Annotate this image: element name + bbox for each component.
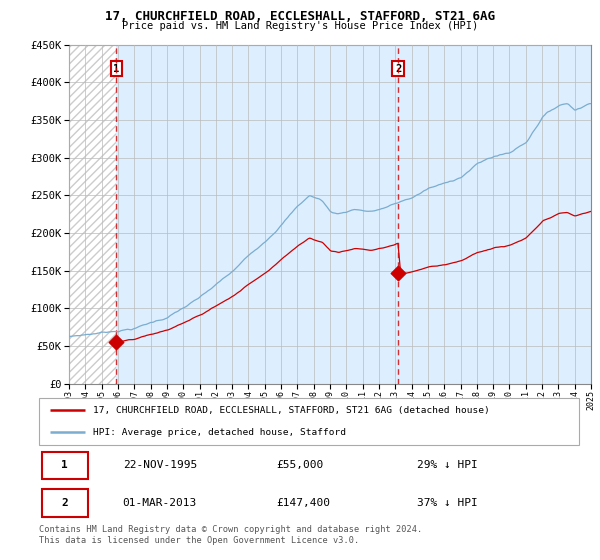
Text: £55,000: £55,000 bbox=[277, 460, 324, 470]
Point bbox=[393, 268, 403, 277]
Text: 2: 2 bbox=[61, 498, 68, 508]
Text: £147,400: £147,400 bbox=[277, 498, 331, 508]
Point bbox=[112, 338, 121, 347]
FancyBboxPatch shape bbox=[42, 489, 88, 517]
Text: 17, CHURCHFIELD ROAD, ECCLESHALL, STAFFORD, ST21 6AG (detached house): 17, CHURCHFIELD ROAD, ECCLESHALL, STAFFO… bbox=[93, 406, 490, 415]
Text: 1: 1 bbox=[61, 460, 68, 470]
Text: 29% ↓ HPI: 29% ↓ HPI bbox=[417, 460, 478, 470]
Text: Price paid vs. HM Land Registry's House Price Index (HPI): Price paid vs. HM Land Registry's House … bbox=[122, 21, 478, 31]
FancyBboxPatch shape bbox=[42, 451, 88, 479]
Text: 22-NOV-1995: 22-NOV-1995 bbox=[123, 460, 197, 470]
Text: 2: 2 bbox=[395, 64, 401, 74]
Text: 17, CHURCHFIELD ROAD, ECCLESHALL, STAFFORD, ST21 6AG: 17, CHURCHFIELD ROAD, ECCLESHALL, STAFFO… bbox=[105, 10, 495, 23]
Text: 1: 1 bbox=[113, 64, 119, 74]
Text: HPI: Average price, detached house, Stafford: HPI: Average price, detached house, Staf… bbox=[93, 428, 346, 437]
Text: 01-MAR-2013: 01-MAR-2013 bbox=[123, 498, 197, 508]
FancyBboxPatch shape bbox=[39, 398, 579, 445]
Bar bbox=[69, 45, 116, 384]
Text: 37% ↓ HPI: 37% ↓ HPI bbox=[417, 498, 478, 508]
Text: Contains HM Land Registry data © Crown copyright and database right 2024.
This d: Contains HM Land Registry data © Crown c… bbox=[39, 525, 422, 545]
